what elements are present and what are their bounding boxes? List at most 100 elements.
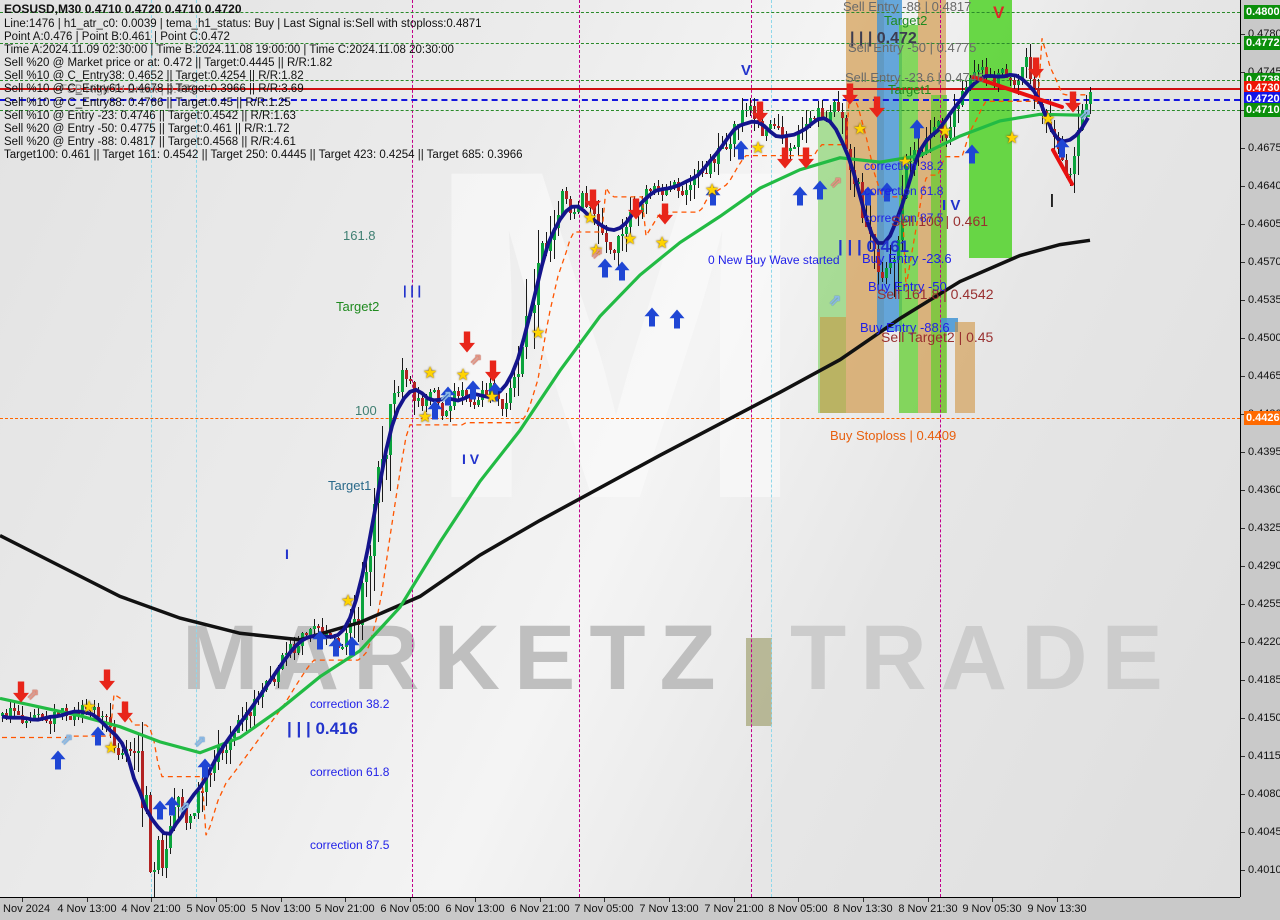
- chart-annotation: correction 38.2: [864, 159, 944, 173]
- chart-annotation: | | | 0.416: [287, 719, 358, 738]
- time-tick-label: 4 Nov 13:00: [57, 903, 117, 915]
- candle: [705, 172, 708, 175]
- candle: [117, 747, 120, 755]
- candle: [681, 191, 684, 195]
- candle: [769, 124, 772, 130]
- candle: [881, 272, 884, 278]
- candle: [345, 633, 348, 648]
- price-tick-label: 0.4255: [1248, 598, 1280, 610]
- candle: [993, 75, 996, 86]
- candle: [461, 389, 464, 397]
- price-tick-mark: [1241, 224, 1245, 225]
- star-signal-icon: ★: [81, 699, 97, 716]
- candle: [81, 704, 84, 715]
- candle: [161, 839, 164, 868]
- candle: [1001, 69, 1004, 74]
- candle: [1073, 156, 1076, 174]
- candle: [405, 370, 408, 380]
- time-tick-mark: [540, 898, 541, 902]
- candle: [437, 389, 440, 403]
- candle-wick: [1018, 74, 1019, 96]
- time-tick-label: 5 Nov 13:00: [251, 903, 311, 915]
- candle: [817, 108, 820, 120]
- hollow-down-arrow-icon: ⇗: [469, 351, 483, 368]
- candle-wick: [518, 345, 519, 396]
- time-tick-label: 9 Nov 05:30: [962, 903, 1022, 915]
- candle: [709, 159, 712, 174]
- candle-wick: [1054, 119, 1055, 156]
- candle: [621, 234, 624, 237]
- candle: [777, 126, 780, 128]
- candle: [325, 632, 328, 637]
- star-signal-icon: ★: [1040, 111, 1056, 128]
- price-tick-label: 0.4185: [1248, 674, 1280, 686]
- price-axis[interactable]: 0.47800.47450.47100.46750.46400.46050.45…: [1240, 0, 1280, 914]
- chart-area[interactable]: M MARKETZ TRADE ★ ★ ★ ★ ★ ★ ★ ★ ★ ★ ★ ★ ★ ★ ★ ★ ★ ★ ★ ⇗ ⇗ ⇗ ⇗ ⇗…: [0, 0, 1240, 897]
- price-tick-mark: [1241, 452, 1245, 453]
- candle: [585, 193, 588, 208]
- candle: [89, 709, 92, 711]
- price-tick-label: 0.4045: [1248, 826, 1280, 838]
- star-signal-icon: ★: [340, 593, 356, 610]
- candle: [185, 808, 188, 824]
- chart-annotation: Sell 100 | 0.461: [891, 213, 989, 229]
- info-line: Sell %10 @ C_Entry38: 0.4652 || Target:0…: [4, 70, 304, 83]
- price-tick-mark: [1241, 148, 1245, 149]
- candle: [785, 137, 788, 151]
- price-tick-label: 0.4080: [1248, 788, 1280, 800]
- candle-wick: [626, 217, 627, 252]
- candle: [1085, 104, 1088, 110]
- candle: [341, 647, 344, 649]
- candle: [297, 645, 300, 654]
- time-tick-mark: [928, 898, 929, 902]
- star-signal-icon: ★: [622, 231, 638, 248]
- candle: [349, 623, 352, 634]
- candle: [745, 109, 748, 112]
- time-marker-line: [579, 0, 580, 897]
- star-signal-icon: ★: [455, 367, 471, 384]
- session-line: [771, 0, 772, 897]
- candle: [781, 127, 784, 138]
- candle: [433, 389, 436, 393]
- candle: [473, 402, 476, 405]
- candle: [885, 268, 888, 278]
- candle: [189, 816, 192, 824]
- candle: [421, 397, 424, 407]
- candle-wick: [966, 81, 967, 93]
- chart-annotation: Sell 161.8 | 0.4542: [877, 286, 994, 302]
- chart-annotation: Sell Entry -23.6 | 0.4746: [845, 70, 985, 85]
- star-signal-icon: ★: [582, 210, 598, 227]
- candle: [457, 391, 460, 397]
- price-tick-mark: [1241, 34, 1245, 35]
- price-tick-mark: [1241, 110, 1245, 111]
- time-axis[interactable]: 4 Nov 2024 4 Nov 13:00 4 Nov 21:00 5 Nov 05…: [0, 897, 1280, 920]
- candle-wick: [614, 249, 615, 261]
- chart-annotation: V: [741, 62, 752, 79]
- price-tick-label: 0.4465: [1248, 370, 1280, 382]
- candle-wick: [270, 666, 271, 684]
- time-tick-label: 7 Nov 21:00: [704, 903, 764, 915]
- candle: [685, 189, 688, 195]
- candle: [565, 190, 568, 199]
- price-tick-label: 0.4535: [1248, 294, 1280, 306]
- chart-annotation: Target1: [888, 82, 932, 97]
- candle: [673, 181, 676, 187]
- candle: [197, 791, 200, 814]
- info-line: Sell %20 @ Entry -50: 0.4775 || Target:0…: [4, 122, 290, 135]
- time-tick-mark: [475, 898, 476, 902]
- candle: [541, 243, 544, 263]
- candle: [41, 713, 44, 718]
- indicator-lines-layer: [0, 38, 1091, 836]
- candle: [1089, 92, 1092, 105]
- price-badge: 0.4730: [1244, 81, 1280, 96]
- highlight-zone: [941, 318, 958, 332]
- candle: [517, 373, 520, 377]
- hollow-up-arrow-icon: ⇗: [60, 731, 74, 748]
- time-tick-label: 5 Nov 05:00: [186, 903, 246, 915]
- candle: [365, 572, 368, 583]
- candle: [933, 126, 936, 135]
- candle: [401, 370, 404, 392]
- price-badge: 0.4426: [1244, 411, 1280, 426]
- price-tick-mark: [1241, 832, 1245, 833]
- candle: [213, 761, 216, 774]
